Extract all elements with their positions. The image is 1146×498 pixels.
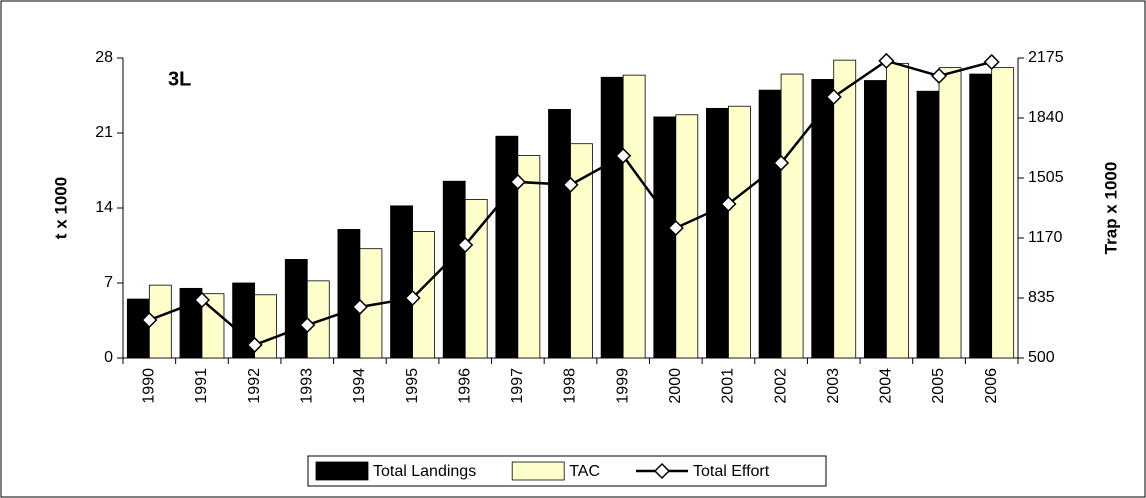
line-marker <box>457 236 474 254</box>
x-tick-label: 1999 <box>614 368 631 404</box>
line-marker <box>878 52 895 69</box>
legend-box <box>307 455 827 487</box>
bar <box>201 293 225 359</box>
bar <box>390 205 413 359</box>
y2-tick-label: 2175 <box>1028 49 1064 66</box>
legend-label: Total Effort <box>693 463 770 480</box>
bar <box>495 135 519 359</box>
line-marker <box>825 88 842 105</box>
x-tick-label: 1990 <box>141 368 158 404</box>
x-tick-label: 1998 <box>562 368 579 404</box>
line-marker <box>404 289 421 307</box>
bar <box>675 114 699 359</box>
x-tick-label: 1991 <box>193 368 210 404</box>
bar <box>991 67 1015 359</box>
bar <box>938 67 962 359</box>
bar <box>337 229 361 359</box>
bar <box>653 116 677 359</box>
x-tick-label: 2004 <box>878 368 895 404</box>
legend-swatch <box>315 461 369 481</box>
bar <box>600 76 624 359</box>
x-tick-label: 1993 <box>298 368 315 404</box>
legend-marker <box>653 462 671 480</box>
x-tick-label: 1996 <box>456 368 473 404</box>
line-marker <box>246 336 263 353</box>
line-marker <box>667 219 684 237</box>
x-tick-label: 1997 <box>509 368 526 404</box>
bar <box>548 109 571 359</box>
bar <box>622 74 646 359</box>
line-marker <box>193 291 211 309</box>
y2-tick-label: 1505 <box>1028 169 1064 186</box>
x-tick-label: 2003 <box>825 368 842 404</box>
x-tick-label: 2001 <box>720 368 737 404</box>
bar <box>863 80 887 359</box>
bar <box>758 89 782 359</box>
x-tick-label: 2005 <box>930 368 947 404</box>
bar <box>728 105 751 359</box>
x-tick-label: 1992 <box>246 368 263 404</box>
legend-swatch <box>511 461 565 481</box>
bar <box>126 298 150 359</box>
bar <box>284 259 308 359</box>
annotation: 3L <box>168 68 191 90</box>
legend-label: TAC <box>569 463 600 480</box>
y2-tick-label: 1170 <box>1028 229 1063 246</box>
y-tick-label: 14 <box>95 199 113 216</box>
y2-tick-label: 1840 <box>1028 109 1064 126</box>
bar <box>916 90 940 359</box>
x-tick-label: 1994 <box>351 368 368 404</box>
line-marker <box>720 195 737 213</box>
y2-axis-label: Trap x 1000 <box>1101 162 1120 255</box>
y-tick-label: 28 <box>95 49 113 66</box>
x-tick-label: 2006 <box>983 368 1000 404</box>
bar <box>833 59 857 359</box>
x-tick-label: 2002 <box>772 368 789 404</box>
line-marker <box>351 298 368 316</box>
line-marker <box>773 154 790 172</box>
y-tick-label: 21 <box>95 124 113 141</box>
y-tick-label: 0 <box>104 349 113 366</box>
bar <box>969 73 993 359</box>
bar <box>885 62 909 359</box>
bar <box>442 180 466 359</box>
line-marker <box>141 311 158 329</box>
x-tick-label: 2000 <box>667 368 684 404</box>
line-marker <box>562 176 579 193</box>
bar <box>517 155 541 359</box>
line-marker <box>615 147 632 164</box>
x-tick-label: 1995 <box>404 368 421 404</box>
y-tick-label: 7 <box>104 274 113 291</box>
line-marker <box>983 53 1000 71</box>
legend-label: Total Landings <box>373 463 476 480</box>
y2-tick-label: 835 <box>1028 289 1055 306</box>
line-marker <box>930 67 948 84</box>
bar <box>706 107 729 359</box>
line-marker <box>509 173 526 191</box>
y-axis-label: t x 1000 <box>51 177 70 239</box>
y2-tick-label: 500 <box>1028 349 1055 366</box>
bar <box>570 143 593 359</box>
bar <box>780 73 804 359</box>
line-marker <box>299 316 316 334</box>
